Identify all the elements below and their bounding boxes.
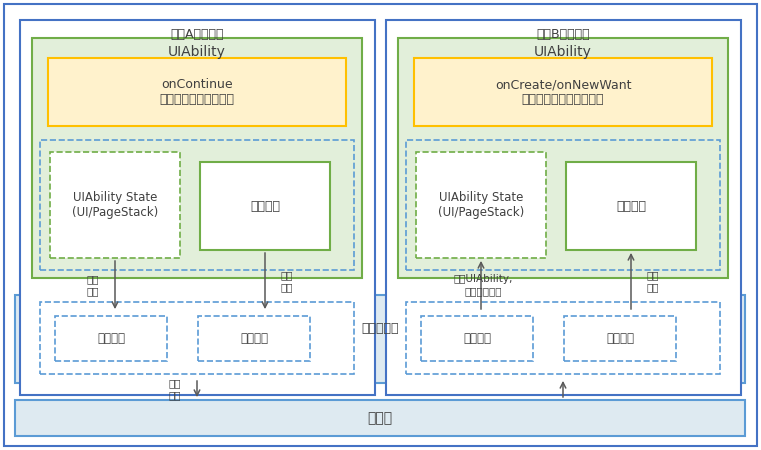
Bar [15,295,745,383]
Text: 应用调度: 应用调度 [97,332,125,345]
Text: 数据管理: 数据管理 [606,332,634,345]
Text: 软总线: 软总线 [368,411,393,425]
Text: 发送
数据: 发送 数据 [169,378,181,400]
Bar [20,20,375,395]
Text: UIAbility: UIAbility [168,45,226,59]
Text: 应用调度: 应用调度 [463,332,491,345]
Bar [406,140,720,270]
Bar [55,316,167,361]
Text: 业务内容: 业务内容 [250,199,280,212]
Text: UIAbility State
(UI/PageStack): UIAbility State (UI/PageStack) [72,191,158,219]
Bar [414,58,712,126]
Bar [48,58,346,126]
Text: 启动UIAbility,
获取页面状态: 启动UIAbility, 获取页面状态 [454,274,513,296]
Bar [32,38,362,278]
Bar [15,400,745,436]
Text: 设备B（对端）: 设备B（对端） [537,27,591,40]
Bar [50,152,180,258]
Bar [406,302,720,374]
Text: 保存
状态: 保存 状态 [87,274,99,296]
Bar [421,316,533,361]
Text: 设备A（源端）: 设备A（源端） [170,27,224,40]
Bar [40,302,354,374]
Bar [416,152,546,258]
Text: onContinue
保存待恢复的任务数据: onContinue 保存待恢复的任务数据 [160,78,234,106]
Text: 业务内容: 业务内容 [616,199,646,212]
Bar [398,38,728,278]
Text: 获取
数据: 获取 数据 [647,270,659,292]
Bar [564,316,676,361]
Bar [200,162,330,250]
Bar [386,20,741,395]
Text: UIAbility State
(UI/PageStack): UIAbility State (UI/PageStack) [438,191,524,219]
Text: 数据管理: 数据管理 [240,332,268,345]
Text: 保存
数据: 保存 数据 [281,270,293,292]
Text: onCreate/onNewWant
恢复任务数据和页面状态: onCreate/onNewWant 恢复任务数据和页面状态 [495,78,632,106]
Bar [40,140,354,270]
Text: UIAbility: UIAbility [534,45,592,59]
Text: 分布式框架: 分布式框架 [361,323,399,336]
Bar [198,316,310,361]
Bar [566,162,696,250]
